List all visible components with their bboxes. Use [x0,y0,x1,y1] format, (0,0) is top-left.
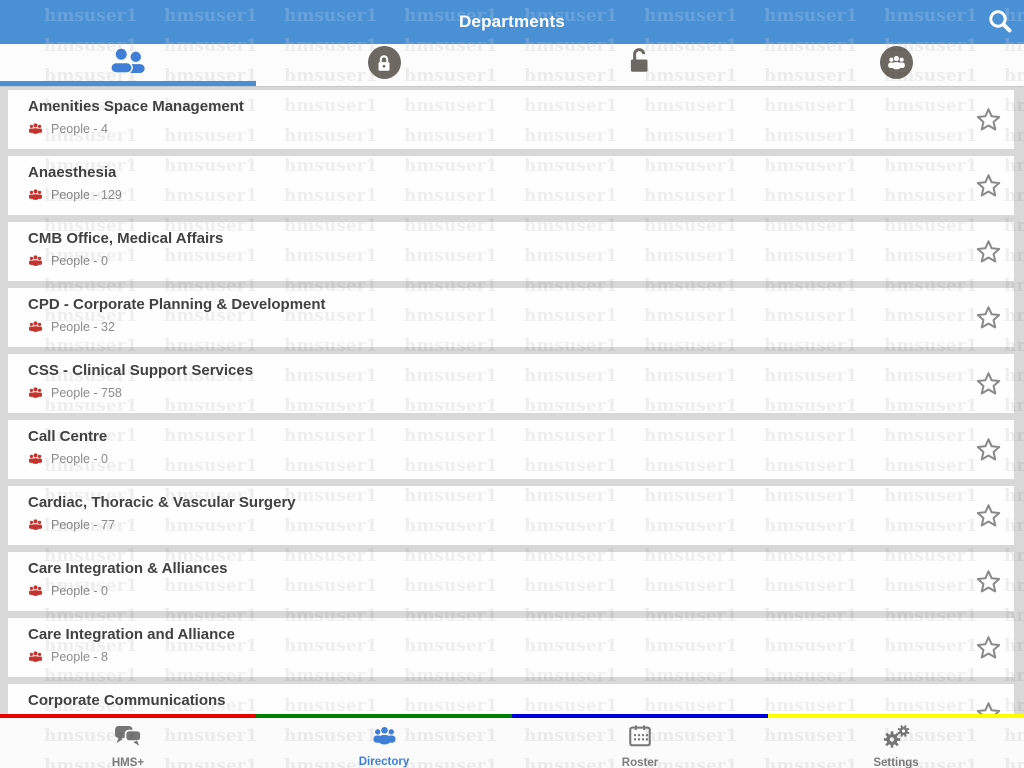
favorite-star-button[interactable] [975,568,1002,595]
stripe-red [0,714,256,718]
people-group-icon [28,319,43,334]
people-count-row: People - 8 [28,649,108,664]
favorite-star-button[interactable] [975,370,1002,397]
department-name: Cardiac, Thoracic & Vascular Surgery [28,494,296,511]
department-name: Call Centre [28,428,108,445]
favorite-star-button[interactable] [975,700,1002,714]
favorite-star-button[interactable] [975,172,1002,199]
people-group-icon [28,583,43,598]
people-count-label: People - 758 [51,385,122,400]
people-count-row: People - 77 [28,517,115,532]
stripe-green [256,714,512,718]
people-count-row: People - 129 [28,187,122,202]
favorite-star-button[interactable] [975,436,1002,463]
nav-item-roster[interactable]: Roster [512,718,768,768]
people-count-label: People - 8 [51,649,108,664]
people-count-label: People - 129 [51,187,122,202]
people-count-label: People - 32 [51,319,115,334]
department-card[interactable]: Amenities Space Management People - 4 [8,90,1014,149]
department-name: CPD - Corporate Planning & Development [28,296,326,313]
lock-closed-icon [367,46,401,79]
favorite-star-button[interactable] [975,304,1002,331]
nav-label-hms: HMS+ [111,757,145,768]
people-count-row: People - 32 [28,319,115,334]
nav-label-directory: Directory [358,756,410,768]
gears-icon [881,723,911,754]
tab-lock-open[interactable] [512,44,768,81]
people-group-icon [28,253,43,268]
nav-label-roster: Roster [621,757,659,768]
people-count-row: People - 0 [28,583,108,598]
people-icon [109,46,148,79]
department-name: Anaesthesia [28,164,117,181]
stripe-blue [512,714,768,718]
chat-icon [113,723,143,754]
people-count-row: People - 758 [28,385,122,400]
department-list: Amenities Space Management People - 4 Anae… [0,86,1024,714]
department-name: Amenities Space Management [28,98,244,115]
tab-lock-closed[interactable] [256,44,512,81]
department-name: CMB Office, Medical Affairs [28,230,224,247]
department-card[interactable]: CPD - Corporate Planning & Development Pe… [8,288,1014,347]
department-card[interactable]: Cardiac, Thoracic & Vascular Surgery Peop… [8,486,1014,545]
people-count-row: People - 4 [28,121,108,136]
nav-label-settings: Settings [873,757,919,768]
bottom-nav: HMS+ Directory [0,718,1024,768]
segment-tabbar [0,44,1024,87]
people-group-icon [28,517,43,532]
lock-open-icon [625,45,655,80]
favorite-star-button[interactable] [975,238,1002,265]
search-icon [985,10,1015,39]
department-name: Care Integration & Alliances [28,560,228,577]
favorite-star-button[interactable] [975,502,1002,529]
department-card[interactable]: CMB Office, Medical Affairs People - 0 [8,222,1014,281]
favorite-star-button[interactable] [975,634,1002,661]
people-count-label: People - 0 [51,451,108,466]
header: Departments hmsuser1 hmsuser1 hmsuser1 hmsu… [0,0,1024,44]
department-card[interactable]: Care Integration & Alliances People - 0 [8,552,1014,611]
people-count-row: People - 0 [28,451,108,466]
people-count-label: People - 4 [51,121,108,136]
calendar-icon [627,723,653,754]
nav-item-settings[interactable]: Settings [768,718,1024,768]
stripe-yellow [768,714,1024,718]
nav-item-directory[interactable]: Directory [256,718,512,768]
people-group-icon [28,385,43,400]
department-name: CSS - Clinical Support Services [28,362,254,379]
active-tab-underline [0,81,256,86]
people-group-icon [28,121,43,136]
group-circle-icon [879,46,913,79]
people-count-label: People - 0 [51,253,108,268]
department-card[interactable]: Care Integration and Alliance People - 8 [8,618,1014,677]
page-title: Departments [458,12,566,31]
tab-groups[interactable] [768,44,1024,81]
department-name: Care Integration and Alliance [28,626,235,643]
people-group-icon [28,649,43,664]
favorite-star-button[interactable] [975,106,1002,133]
department-name: Corporate Communications [28,692,226,709]
nav-item-hms[interactable]: HMS+ [0,718,256,768]
people-count-label: People - 0 [51,583,108,598]
department-card[interactable]: CSS - Clinical Support Services People - … [8,354,1014,413]
department-card[interactable]: Call Centre People - 0 [8,420,1014,479]
department-card[interactable]: Corporate Communications [8,684,1014,714]
people-group-icon [28,187,43,202]
search-button[interactable] [984,6,1016,38]
department-card[interactable]: Anaesthesia People - 129 [8,156,1014,215]
people-count-row: People - 0 [28,253,108,268]
people-icon [371,723,398,753]
people-group-icon [28,451,43,466]
tab-directory-people[interactable] [0,44,256,81]
people-count-label: People - 77 [51,517,115,532]
